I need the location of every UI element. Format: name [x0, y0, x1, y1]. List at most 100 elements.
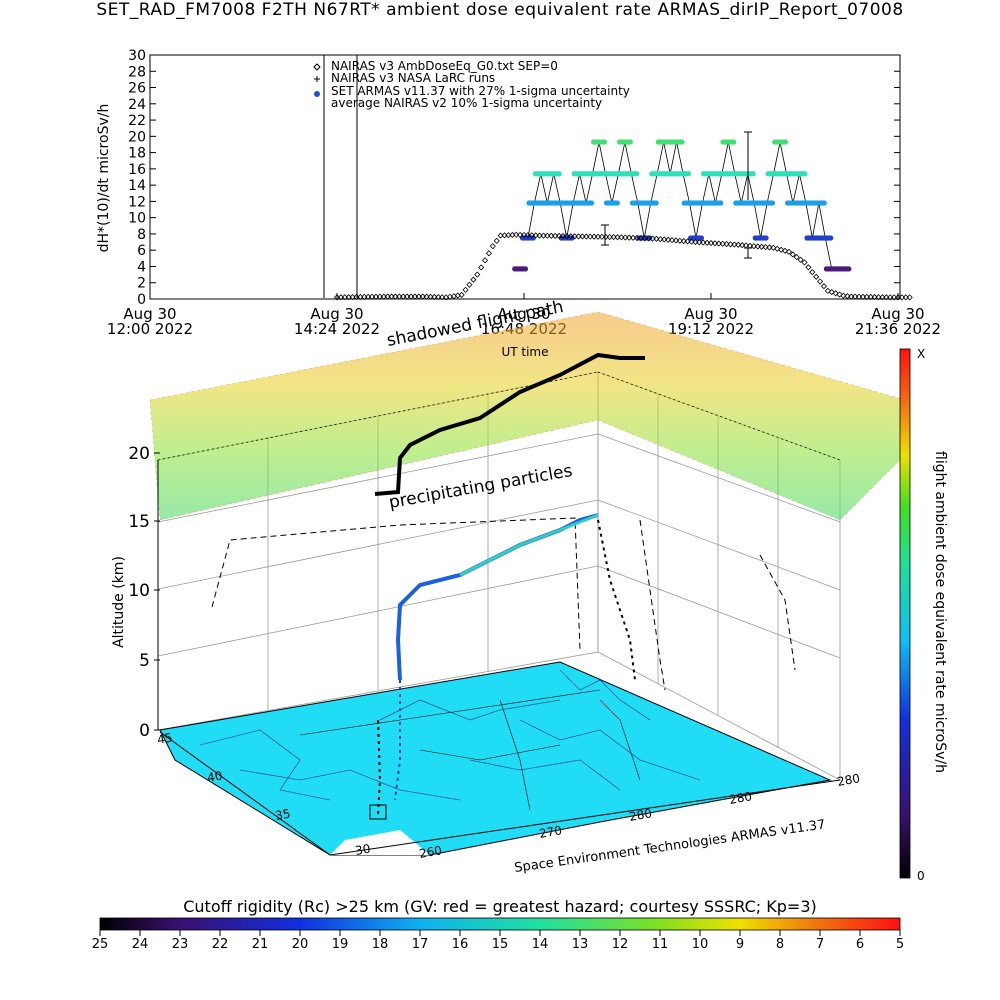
- nairas-point: [879, 294, 886, 301]
- nairas-point: [859, 293, 867, 300]
- armas-line-segment: [747, 173, 755, 204]
- armas-line-segment: [533, 173, 542, 204]
- nairas-point: [696, 239, 703, 246]
- y-tick-label: 18: [128, 146, 146, 162]
- rigidity-tick-label: 24: [132, 937, 149, 952]
- nairas-point: [559, 232, 567, 240]
- y-tick-label: 28: [128, 64, 146, 80]
- armas-line-segment: [630, 173, 639, 204]
- nairas-point: [544, 232, 551, 239]
- y-tick-label: 26: [128, 81, 146, 97]
- armas-point: [698, 235, 704, 241]
- armas-point: [522, 266, 529, 272]
- y-tick-label: 8: [137, 227, 146, 243]
- armas-point: [731, 139, 737, 145]
- rigidity-tick-label: 18: [372, 937, 389, 952]
- altitude-axis-label: Altitude (km): [111, 556, 127, 648]
- flight-track-3d: [395, 513, 599, 681]
- longitude-axis-line: [329, 779, 841, 856]
- rigidity-tick-label: 8: [776, 937, 784, 952]
- armas-line-segment: [792, 173, 800, 204]
- armas-line-segment: [773, 141, 781, 174]
- nairas-point: [731, 241, 738, 248]
- armas-point: [782, 139, 789, 145]
- nairas-point: [801, 259, 808, 266]
- armas-line-segment: [592, 141, 600, 174]
- armas-line-segment: [753, 202, 762, 239]
- map-floor: [159, 661, 832, 856]
- nairas-point: [875, 294, 882, 301]
- armas-line-segment: [799, 173, 807, 204]
- altitude-tick-label: 0: [139, 721, 150, 741]
- map-borders: [299, 689, 641, 811]
- nairas-point: [466, 281, 473, 288]
- nairas-point: [626, 234, 633, 241]
- armas-line-segment: [682, 173, 690, 204]
- x-tick-label: 19:12 2022: [668, 320, 754, 338]
- nairas-point: [439, 294, 446, 301]
- y-tick-label: 12: [128, 194, 146, 210]
- armas-series-points: [512, 139, 852, 272]
- rigidity-colorbar: Cutoff rigidity (Rc) >25 km (GV: red = g…: [92, 897, 904, 952]
- nairas-point: [481, 257, 489, 264]
- armas-line-segment: [811, 202, 820, 239]
- nairas-point: [431, 293, 438, 301]
- nairas-point: [470, 276, 477, 283]
- nairas-point: [867, 293, 874, 301]
- armas-point: [769, 200, 776, 206]
- legend-label: average NAIRAS v2 10% 1-sigma uncertaint…: [331, 96, 602, 110]
- nairas-point: [813, 273, 820, 280]
- nairas-point: [707, 239, 715, 247]
- nairas-point: [680, 238, 687, 245]
- nairas-point: [520, 231, 528, 239]
- x-tick-label: 21:36 2022: [855, 320, 941, 338]
- x-tick-label: Aug 30: [684, 305, 737, 323]
- nairas-point: [727, 241, 734, 248]
- x-tick-label: Aug 30: [123, 305, 176, 323]
- x-tick-label: 12:00 2022: [107, 320, 193, 338]
- armas-line-segment: [527, 202, 535, 239]
- rigidity-tick-label: 25: [92, 937, 109, 952]
- armas-point: [828, 235, 834, 241]
- nairas-point: [824, 287, 831, 294]
- timeseries-y-label: dH*(10)/dt microSv/h: [96, 104, 112, 253]
- nairas-point: [630, 234, 637, 241]
- armas-point: [718, 200, 724, 206]
- altitude-tick-label: 20: [128, 444, 150, 464]
- armas-point: [556, 171, 562, 177]
- nairas-point: [548, 232, 555, 239]
- nairas-point: [579, 233, 586, 240]
- nairas-point: [785, 248, 792, 255]
- error-bars: [601, 131, 752, 259]
- nairas-point: [641, 235, 648, 242]
- nairas-point: [820, 283, 828, 290]
- nairas-point: [739, 242, 746, 249]
- rigidity-tick-label: 12: [612, 937, 629, 952]
- nairas-point: [513, 231, 520, 238]
- nairas-point: [489, 243, 496, 250]
- nairas-point: [797, 256, 804, 263]
- armas-line-segment: [553, 173, 561, 204]
- nairas-point: [665, 236, 672, 243]
- chart-title: SET_RAD_FM7008 F2TH N67RT* ambient dose …: [96, 0, 904, 20]
- rigidity-tick-label: 19: [332, 937, 349, 952]
- rigidity-tick-label: 15: [492, 937, 509, 952]
- y-tick-label: 2: [137, 276, 146, 292]
- armas-line-segment: [824, 237, 833, 269]
- y-tick-label: 22: [128, 113, 146, 129]
- nairas-point: [661, 236, 668, 243]
- nairas-point: [852, 293, 859, 300]
- armas-line-segment: [734, 173, 742, 204]
- armas-line-segment: [740, 173, 749, 204]
- nairas-point: [855, 293, 863, 300]
- nairas-point: [672, 237, 680, 244]
- armas-line-segment: [643, 202, 652, 239]
- rigidity-tick-label: 13: [572, 937, 589, 952]
- nairas-point: [591, 233, 598, 240]
- nairas-point: [871, 293, 878, 301]
- altitude-tick-label: 5: [139, 651, 150, 671]
